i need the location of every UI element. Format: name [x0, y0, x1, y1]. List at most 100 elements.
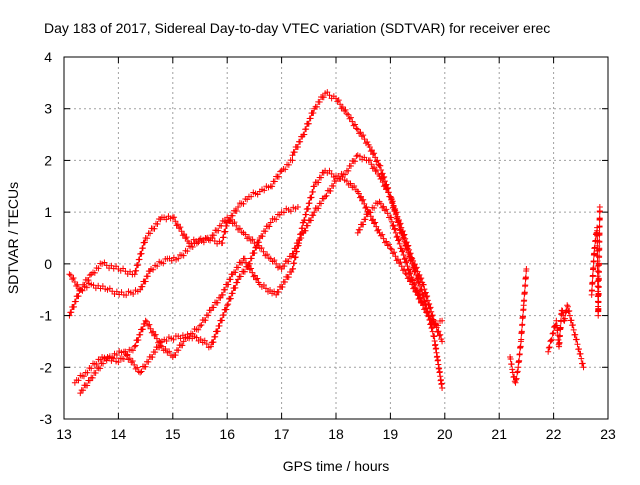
data-point: [151, 225, 158, 232]
data-point: [126, 355, 133, 362]
data-point: [224, 214, 231, 221]
data-point: [392, 229, 399, 236]
data-point: [352, 158, 359, 165]
data-point: [423, 293, 430, 300]
data-point: [198, 322, 205, 329]
data-point: [311, 209, 318, 216]
data-point: [253, 244, 260, 251]
data-point: [335, 97, 342, 104]
data-point: [345, 167, 352, 174]
data-point: [426, 316, 433, 323]
data-point: [303, 211, 310, 218]
data-point: [172, 218, 179, 225]
data-point: [416, 291, 423, 298]
data-point: [200, 239, 207, 246]
data-point: [339, 104, 346, 111]
data-point: [152, 349, 159, 356]
data-point: [396, 260, 403, 267]
data-point: [342, 106, 349, 113]
data-point: [379, 231, 386, 238]
data-point: [189, 243, 196, 250]
data-point: [390, 202, 397, 209]
data-point: [352, 121, 359, 128]
data-point: [372, 168, 379, 175]
data-point: [381, 207, 388, 214]
x-tick-label: 18: [328, 426, 344, 442]
data-point: [387, 193, 394, 200]
data-point: [361, 200, 368, 207]
data-point: [97, 365, 104, 372]
data-point: [261, 187, 268, 194]
data-point: [560, 312, 567, 319]
data-point: [310, 109, 317, 116]
data-point: [313, 103, 320, 110]
data-point: [207, 235, 214, 241]
data-point: [362, 205, 369, 212]
data-point: [138, 250, 145, 257]
data-point: [392, 253, 399, 260]
data-point: [406, 246, 413, 253]
data-point: [77, 390, 84, 397]
data-point: [359, 197, 366, 204]
data-point: [397, 220, 404, 227]
y-tick-label: -1: [40, 308, 53, 324]
data-point: [556, 339, 563, 346]
data-point: [275, 288, 282, 295]
data-point: [427, 315, 434, 322]
data-point: [399, 228, 406, 235]
data-point: [508, 361, 515, 368]
data-point: [392, 205, 399, 212]
data-point: [414, 288, 421, 295]
data-point: [137, 369, 144, 376]
x-tick-label: 22: [546, 426, 562, 442]
data-point: [316, 98, 323, 105]
data-point: [301, 217, 308, 224]
data-point: [130, 290, 137, 297]
data-point: [416, 278, 423, 285]
data-point: [403, 239, 410, 246]
data-point: [179, 232, 186, 239]
data-point: [281, 278, 288, 285]
data-point: [135, 337, 142, 344]
data-point: [579, 360, 586, 367]
data-point: [235, 203, 242, 210]
data-point: [595, 298, 602, 305]
data-point: [152, 331, 159, 338]
data-point: [375, 226, 382, 233]
data-point: [408, 254, 415, 261]
data-point: [595, 290, 602, 297]
data-point: [398, 224, 405, 231]
data-point: [132, 342, 139, 349]
data-point: [420, 302, 427, 309]
data-point: [389, 250, 396, 257]
data-point: [369, 151, 376, 158]
data-point: [160, 260, 167, 267]
data-point: [115, 359, 122, 366]
data-point: [595, 305, 602, 312]
data-point: [589, 279, 596, 286]
data-point: [260, 282, 267, 289]
data-point: [368, 147, 375, 154]
data-point: [241, 255, 248, 262]
data-point: [147, 325, 154, 332]
data-point: [224, 302, 231, 309]
data-point: [157, 339, 164, 346]
x-tick-label: 21: [491, 426, 507, 442]
data-point: [417, 276, 424, 283]
data-point: [92, 370, 99, 377]
x-tick-label: 13: [56, 426, 72, 442]
data-point: [277, 168, 284, 175]
data-point: [141, 239, 148, 246]
data-point: [85, 277, 92, 284]
data-point: [393, 257, 400, 264]
data-point: [437, 331, 444, 338]
data-point: [88, 365, 95, 372]
data-point: [373, 166, 380, 173]
data-point: [436, 332, 443, 339]
data-point: [216, 322, 223, 329]
data-point: [163, 337, 170, 344]
data-point: [220, 311, 227, 318]
data-point: [210, 304, 217, 311]
data-point: [569, 321, 576, 328]
data-point: [513, 376, 520, 383]
